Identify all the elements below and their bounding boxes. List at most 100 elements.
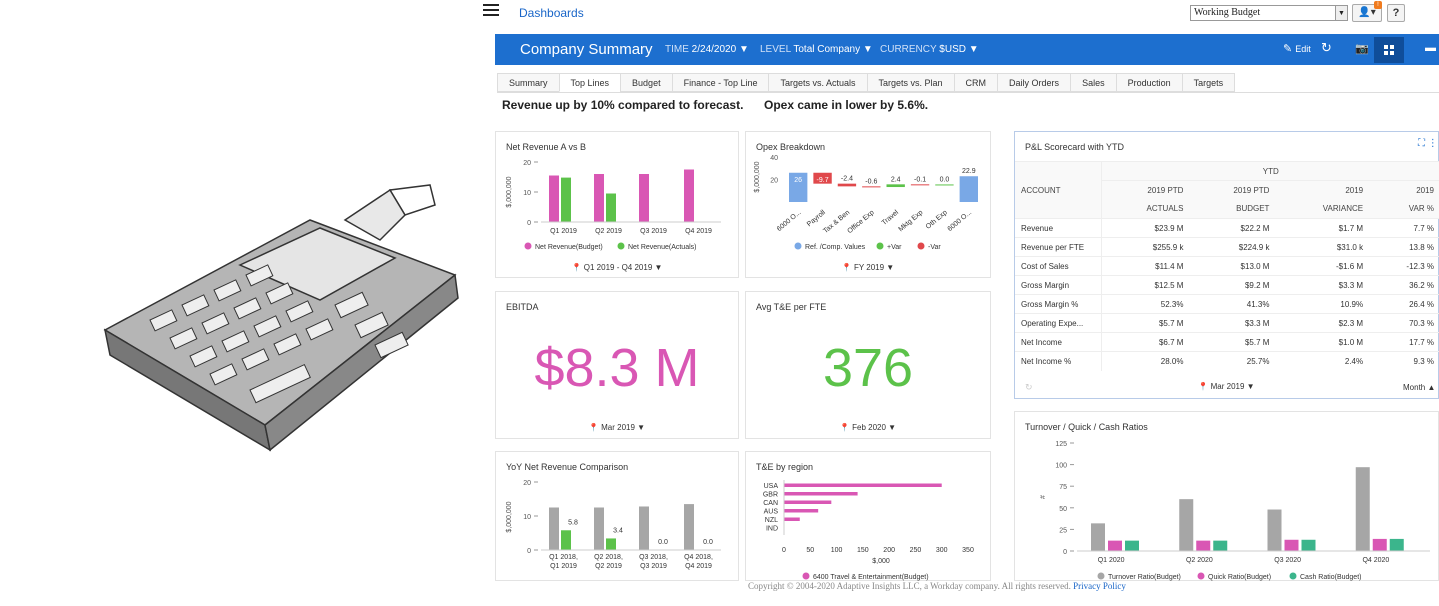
avg-te-filter[interactable]: 📍 Feb 2020 ▼ — [746, 423, 990, 432]
x-tick-label: 250 — [910, 547, 922, 554]
bar — [789, 172, 808, 202]
camera-icon[interactable]: 📷 — [1355, 43, 1369, 55]
table-cell: $12.5 M — [1101, 275, 1190, 295]
ebitda-filter[interactable]: 📍 Mar 2019 ▼ — [496, 423, 738, 432]
y-tick-label: IND — [766, 526, 778, 533]
legend-marker — [1197, 572, 1205, 580]
tab-sales[interactable]: Sales — [1070, 73, 1116, 92]
refresh-small-icon[interactable]: ↻ — [1025, 382, 1033, 392]
table-cell: 28.0% — [1101, 351, 1190, 371]
data-label: 0.0 — [940, 176, 950, 183]
y-tick-label: 0 — [527, 220, 531, 227]
tab-targets-vs-plan[interactable]: Targets vs. Plan — [866, 73, 954, 92]
ebitda-widget[interactable]: EBITDA $8.3 M 📍 Mar 2019 ▼ — [495, 291, 739, 439]
opex-breakdown-chart: $,000,000 40 20 26 6000 O... -9.7 Payroll -2.4 T… — [754, 155, 978, 251]
notification-badge[interactable]: ! — [1374, 1, 1382, 9]
legend-marker — [802, 572, 810, 580]
x-tick-label: 50 — [806, 547, 814, 554]
level-filter[interactable]: LEVEL Total Company ▼ — [760, 44, 873, 55]
period-selector[interactable]: Month ▲ — [1403, 383, 1436, 392]
turnover-ratios-widget[interactable]: Turnover / Quick / Cash Ratios #125 100 75… — [1014, 411, 1439, 581]
tab-production[interactable]: Production — [1115, 73, 1182, 92]
table-row[interactable]: Gross Margin $12.5 M $9.2 M $3.3 M 36.2 % — [1015, 275, 1439, 295]
x-tick-label: Q3 2018, — [639, 554, 668, 561]
calculator-illustration — [103, 184, 459, 452]
hamburger-menu-icon[interactable] — [483, 4, 499, 20]
bar — [549, 175, 559, 222]
chevron-down-icon: ▼ — [1335, 6, 1347, 20]
table-cell: $224.9 k — [1189, 237, 1276, 257]
y-tick-label: AUS — [764, 509, 779, 516]
table-row[interactable]: Net Income % 28.0% 25.7% 2.4% 9.3 % — [1015, 351, 1439, 371]
table-cell: Revenue per FTE — [1015, 237, 1102, 257]
x-tick-label: 6000 O... — [776, 209, 803, 233]
refresh-icon[interactable]: ↻ — [1321, 40, 1332, 55]
bar — [1179, 499, 1194, 551]
level-filter-label: LEVEL — [760, 44, 791, 55]
tab-summary[interactable]: Summary — [497, 73, 559, 92]
legend-marker — [876, 242, 884, 250]
pl-scorecard-widget[interactable]: P&L Scorecard with YTD ⛶ ⋮ YTD ACCOUNT 201… — [1014, 131, 1439, 399]
bar — [1301, 539, 1316, 551]
tab-budget[interactable]: Budget — [620, 73, 672, 92]
edit-button[interactable]: ✎ Edit — [1283, 42, 1311, 55]
grid-view-button[interactable] — [1374, 37, 1404, 63]
tab-targets[interactable]: Targets — [1181, 73, 1236, 92]
folder-icon[interactable]: ▬ — [1425, 42, 1436, 54]
bar — [639, 506, 649, 550]
copyright-text: Copyright © 2004-2020 Adaptive Insights … — [748, 581, 1071, 591]
x-axis-label: $,000 — [872, 558, 890, 565]
table-cell: $255.9 k — [1101, 237, 1190, 257]
dashboards-link[interactable]: Dashboards — [519, 6, 584, 20]
bar — [1213, 540, 1228, 551]
tab-top-lines[interactable]: Top Lines — [558, 73, 621, 92]
y-axis-label: $,000,000 — [754, 161, 761, 192]
x-tick-label: 300 — [936, 547, 948, 554]
help-button[interactable]: ? — [1387, 4, 1405, 22]
avg-te-filter-value: Feb 2020 ▼ — [852, 423, 897, 432]
bar — [1125, 540, 1139, 551]
scorecard-filter[interactable]: 📍 Mar 2019 ▼ — [1015, 382, 1438, 391]
table-row[interactable]: Cost of Sales $11.4 M $13.0 M -$1.6 M -12.3 … — [1015, 256, 1439, 276]
x-tick-label: 200 — [883, 547, 895, 554]
data-label: 2.4 — [891, 176, 901, 183]
opex-filter-value: FY 2019 ▼ — [853, 263, 895, 272]
table-cell: Net Income % — [1015, 351, 1102, 371]
tab-crm[interactable]: CRM — [953, 73, 998, 92]
bar — [837, 183, 857, 187]
pin-icon: 📍 — [839, 423, 850, 432]
legend-marker — [1289, 572, 1297, 580]
table-row[interactable]: Revenue $23.9 M $22.2 M $1.7 M 7.7 % — [1015, 218, 1439, 238]
table-row[interactable]: Operating Expe... $5.7 M $3.3 M $2.3 M 70.3 … — [1015, 313, 1439, 333]
table-row[interactable]: Net Income $6.7 M $5.7 M $1.0 M 17.7 % — [1015, 332, 1439, 352]
time-filter-label: TIME — [665, 44, 689, 55]
table-row[interactable]: Gross Margin % 52.3% 41.3% 10.9% 26.4 % — [1015, 294, 1439, 314]
x-tick-label: Q3 2019 — [640, 563, 667, 570]
opex-breakdown-widget[interactable]: Opex Breakdown $,000,000 40 20 26 6000 O... -… — [745, 131, 991, 278]
tab-targets-vs-actuals[interactable]: Targets vs. Actuals — [768, 73, 867, 92]
x-tick-label: Q2 2019 — [595, 563, 622, 570]
avg-te-widget[interactable]: Avg T&E per FTE 376 📍 Feb 2020 ▼ — [745, 291, 991, 439]
y-tick-label: 125 — [1055, 441, 1067, 448]
version-select[interactable]: Working Budget ▼ — [1190, 5, 1348, 21]
time-filter-value: 2/24/2020 ▼ — [691, 44, 749, 55]
time-filter[interactable]: TIME 2/24/2020 ▼ — [665, 44, 749, 55]
dashboard-title: Company Summary — [520, 41, 653, 58]
legend-marker — [617, 242, 625, 250]
bar — [1091, 523, 1105, 551]
expand-icon[interactable]: ⛶ ⋮ — [1418, 138, 1438, 149]
headline-opex: Opex came in lower by 5.6%. — [764, 98, 929, 112]
table-row[interactable]: Revenue per FTE $255.9 k $224.9 k $31.0 k 13… — [1015, 237, 1439, 257]
net-revenue-filter[interactable]: 📍 Q1 2019 - Q4 2019 ▼ — [496, 263, 738, 272]
net-revenue-widget[interactable]: Net Revenue A vs B $,000,000 20 10 0 Q1 2019… — [495, 131, 739, 278]
opex-filter[interactable]: 📍 FY 2019 ▼ — [746, 263, 990, 272]
yoy-revenue-widget[interactable]: YoY Net Revenue Comparison $,000,000 20 10… — [495, 451, 739, 581]
data-label: 26 — [794, 177, 802, 184]
te-region-widget[interactable]: T&E by region USA GBR CAN AUS NZL IND 0 50 100 15… — [745, 451, 991, 581]
privacy-policy-link[interactable]: Privacy Policy — [1073, 581, 1126, 591]
tab-daily-orders[interactable]: Daily Orders — [997, 73, 1071, 92]
table-cell: $3.3 M — [1275, 275, 1370, 295]
tab-finance-top-line[interactable]: Finance - Top Line — [671, 73, 769, 92]
y-tick-label: 10 — [523, 190, 531, 197]
currency-filter[interactable]: CURRENCY $USD ▼ — [880, 44, 979, 55]
